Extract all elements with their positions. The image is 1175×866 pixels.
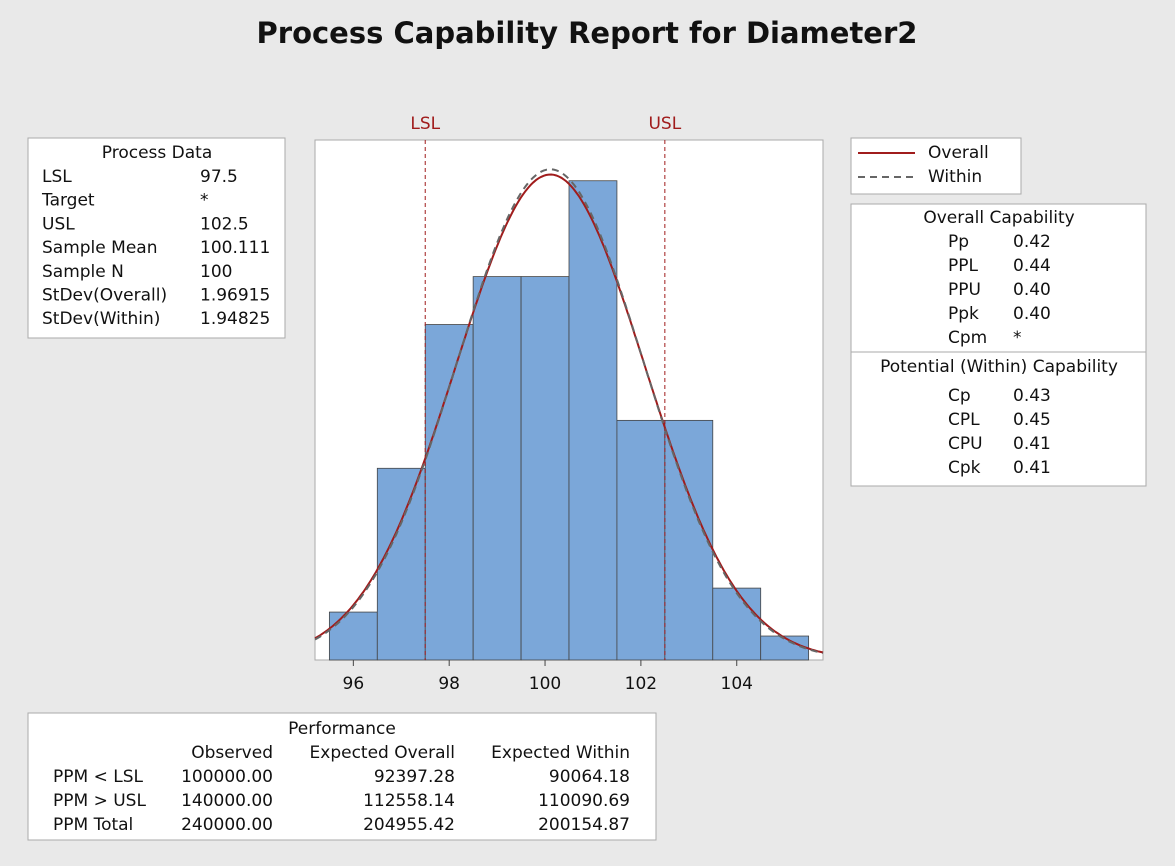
process-data-box — [27, 137, 286, 339]
legend-label: Within — [928, 167, 982, 187]
row-label: Ppk — [948, 304, 979, 324]
x-tick-label: 102 — [625, 674, 657, 694]
row-value: 92397.28 — [374, 767, 455, 787]
bar — [472, 276, 522, 661]
bar — [376, 467, 426, 661]
table-title: Process Data — [102, 143, 212, 163]
row-value: 204955.42 — [363, 815, 455, 835]
row-value: 102.5 — [200, 214, 249, 234]
row-value: 0.42 — [1013, 232, 1051, 252]
row-value: 90064.18 — [549, 767, 630, 787]
column-header: Expected Within — [491, 743, 630, 763]
row-label: PPM < LSL — [53, 767, 143, 787]
spec-label: LSL — [410, 114, 440, 134]
row-value: 110090.69 — [538, 791, 630, 811]
row-label: Cpk — [948, 458, 981, 478]
row-value: 0.41 — [1013, 458, 1051, 478]
performance-box — [27, 712, 657, 841]
row-label: Cpm — [948, 328, 987, 348]
row-label: LSL — [42, 167, 72, 187]
row-value: 97.5 — [200, 167, 238, 187]
capability-box — [850, 203, 1147, 487]
row-label: StDev(Overall) — [42, 286, 167, 306]
row-value: 100.111 — [200, 238, 270, 258]
column-header: Observed — [191, 743, 273, 763]
x-tick-label: 96 — [343, 674, 365, 694]
bar — [328, 611, 378, 661]
row-value: 100 — [200, 262, 232, 282]
legend-label: Overall — [928, 143, 989, 163]
row-label: USL — [42, 214, 75, 234]
row-label: PPU — [948, 280, 981, 300]
row-label: PPL — [948, 256, 979, 276]
table-title: Performance — [288, 719, 396, 739]
row-value: 200154.87 — [538, 815, 630, 835]
bar — [568, 180, 618, 661]
bar — [424, 324, 474, 661]
row-value: * — [200, 191, 209, 211]
bar — [616, 419, 666, 661]
row-value: 0.41 — [1013, 434, 1051, 454]
row-label: Pp — [948, 232, 969, 252]
column-header: Expected Overall — [310, 743, 455, 763]
row-label: Sample Mean — [42, 238, 157, 258]
row-value: 0.45 — [1013, 410, 1051, 430]
fit-curve — [314, 168, 824, 655]
report-title: Process Capability Report for Diameter2 — [257, 16, 918, 50]
row-value: 0.44 — [1013, 256, 1051, 276]
row-value: 140000.00 — [181, 791, 273, 811]
row-value: 1.96915 — [200, 286, 270, 306]
x-tick-label: 98 — [438, 674, 460, 694]
x-tick-label: 100 — [529, 674, 561, 694]
row-value: 100000.00 — [181, 767, 273, 787]
spec-label: USL — [648, 114, 681, 134]
row-label: StDev(Within) — [42, 309, 160, 329]
row-label: Cp — [948, 386, 971, 406]
row-label: PPM Total — [53, 815, 133, 835]
row-value: 0.40 — [1013, 304, 1051, 324]
legend-box — [850, 137, 1022, 195]
bar — [760, 635, 810, 661]
row-value: 1.94825 — [200, 309, 270, 329]
bar — [520, 276, 570, 661]
row-value: 0.40 — [1013, 280, 1051, 300]
row-label: Sample N — [42, 262, 124, 282]
bar — [664, 419, 714, 661]
row-value: 112558.14 — [363, 791, 455, 811]
row-label: PPM > USL — [53, 791, 146, 811]
row-value: * — [1013, 328, 1022, 348]
table-title: Overall Capability — [923, 208, 1074, 228]
x-tick-label: 104 — [721, 674, 753, 694]
row-label: CPL — [948, 410, 980, 430]
row-label: CPU — [948, 434, 983, 454]
bar — [712, 587, 762, 661]
row-value: 240000.00 — [181, 815, 273, 835]
row-label: Target — [41, 191, 95, 211]
row-value: 0.43 — [1013, 386, 1051, 406]
table-title: Potential (Within) Capability — [880, 357, 1118, 377]
